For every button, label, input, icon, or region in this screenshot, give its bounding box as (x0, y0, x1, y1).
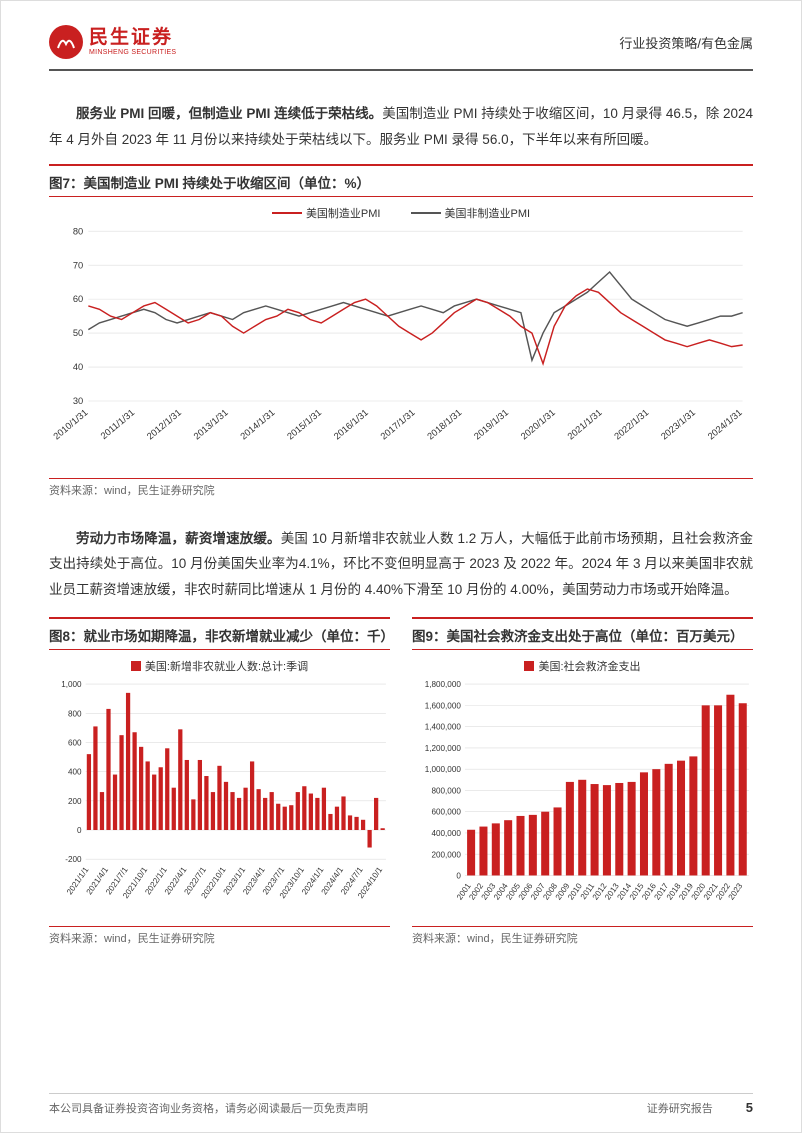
swatch-icon (272, 212, 302, 214)
fig9-title: 图9：美国社会救济金支出处于高位（单位：百万美元） (412, 617, 753, 650)
fig8-legend-item: 美国:新增非农就业人数:总计:季调 (131, 658, 308, 674)
fig7-source: 资料来源：wind，民生证券研究院 (49, 479, 753, 498)
logo-text: 民生证券 MINSHENG SECURITIES (89, 28, 176, 57)
paragraph-2: 劳动力市场降温，薪资增速放缓。美国 10 月新增非农就业人数 1.2 万人，大幅… (49, 526, 753, 603)
figure-8: 图8：就业市场如期降温，非农新增就业减少（单位：千） 美国:新增非农就业人数:总… (49, 617, 390, 946)
fig9-legend: 美国:社会救济金支出 (412, 658, 753, 674)
svg-text:2023: 2023 (727, 881, 745, 901)
svg-text:2015/1/31: 2015/1/31 (285, 408, 323, 442)
svg-text:80: 80 (73, 227, 83, 237)
svg-text:2017/1/31: 2017/1/31 (379, 408, 417, 442)
svg-text:30: 30 (73, 396, 83, 406)
figure-row: 图8：就业市场如期降温，非农新增就业减少（单位：千） 美国:新增非农就业人数:总… (49, 617, 753, 946)
footer-doc-type: 证券研究报告 (647, 1103, 713, 1115)
fig8-source: 资料来源：wind，民生证券研究院 (49, 927, 390, 946)
svg-text:1,800,000: 1,800,000 (425, 680, 462, 689)
svg-text:1,000: 1,000 (61, 680, 82, 689)
fig9-box: 美国:社会救济金支出 0 200,000 400,000 600,000 800,000… (412, 650, 753, 927)
fig9-source: 资料来源：wind，民生证券研究院 (412, 927, 753, 946)
svg-text:800: 800 (68, 709, 82, 718)
fig7-legend-label-1: 美国制造业PMI (306, 205, 381, 221)
page-footer: 本公司具备证券投资咨询业务资格，请务必阅读最后一页免责声明 证券研究报告 5 (49, 1093, 753, 1116)
swatch-icon (524, 661, 534, 671)
fig7-legend-item-1: 美国制造业PMI (272, 205, 381, 221)
svg-text:2018/1/31: 2018/1/31 (425, 408, 463, 442)
svg-text:2019/1/31: 2019/1/31 (472, 408, 510, 442)
company-name-en: MINSHENG SECURITIES (89, 49, 176, 57)
fig7-legend-item-2: 美国非制造业PMI (411, 205, 531, 221)
svg-text:2016/1/31: 2016/1/31 (332, 408, 370, 442)
svg-text:1,400,000: 1,400,000 (425, 722, 462, 731)
svg-text:40: 40 (73, 362, 83, 372)
svg-text:1,200,000: 1,200,000 (425, 744, 462, 753)
svg-text:1,600,000: 1,600,000 (425, 701, 462, 710)
footer-disclaimer: 本公司具备证券投资咨询业务资格，请务必阅读最后一页免责声明 (49, 1100, 368, 1116)
svg-text:60: 60 (73, 295, 83, 305)
svg-text:2022/1/31: 2022/1/31 (612, 408, 650, 442)
header-category: 行业投资策略/有色金属 (619, 33, 753, 52)
para2-lead: 劳动力市场降温，薪资增速放缓。 (76, 531, 281, 546)
fig9-chart: 0 200,000 400,000 600,000 800,000 1,000,000 1,… (412, 678, 753, 922)
fig8-chart: -20002004006008001,0002021/1/12021/4/120… (49, 678, 390, 922)
fig8-box: 美国:新增非农就业人数:总计:季调 -200 0 200 400 600 800 1,000… (49, 650, 390, 927)
page-number: 5 (746, 1100, 753, 1115)
svg-text:2020/1/31: 2020/1/31 (519, 408, 557, 442)
svg-text:200: 200 (68, 797, 82, 806)
svg-text:2013/1/31: 2013/1/31 (192, 408, 230, 442)
svg-text:2024/1/31: 2024/1/31 (706, 408, 744, 442)
svg-text:-200: -200 (65, 855, 82, 864)
logo-block: 民生证券 MINSHENG SECURITIES (49, 25, 176, 59)
svg-text:2021/1/31: 2021/1/31 (566, 408, 604, 442)
fig8-legend: 美国:新增非农就业人数:总计:季调 (49, 658, 390, 674)
svg-text:0: 0 (77, 826, 82, 835)
figure-7: 图7：美国制造业 PMI 持续处于收缩区间（单位：%） 美国制造业PMI 美国非… (49, 164, 753, 497)
swatch-icon (411, 212, 441, 214)
page-header: 民生证券 MINSHENG SECURITIES 行业投资策略/有色金属 (49, 25, 753, 71)
fig9-legend-item: 美国:社会救济金支出 (524, 658, 640, 674)
footer-right: 证券研究报告 5 (647, 1100, 753, 1116)
svg-text:2012/1/31: 2012/1/31 (145, 408, 183, 442)
svg-text:70: 70 (73, 261, 83, 271)
fig8-legend-label: 美国:新增非农就业人数:总计:季调 (145, 658, 308, 674)
fig7-title: 图7：美国制造业 PMI 持续处于收缩区间（单位：%） (49, 164, 753, 197)
swatch-icon (131, 661, 141, 671)
fig7-legend-label-2: 美国非制造业PMI (445, 205, 531, 221)
figure-9: 图9：美国社会救济金支出处于高位（单位：百万美元） 美国:社会救济金支出 0 20… (412, 617, 753, 946)
fig7-legend: 美国制造业PMI 美国非制造业PMI (49, 205, 753, 221)
svg-text:2023/1/31: 2023/1/31 (659, 408, 697, 442)
paragraph-1: 服务业 PMI 回暖，但制造业 PMI 连续低于荣枯线。美国制造业 PMI 持续… (49, 101, 753, 152)
fig7-chart: 30 40 50 60 70 80 2010/1/31 2011/1/312012/1/31 2… (49, 225, 753, 473)
svg-text:200,000: 200,000 (431, 850, 461, 859)
fig8-title: 图8：就业市场如期降温，非农新增就业减少（单位：千） (49, 617, 390, 650)
svg-text:600: 600 (68, 738, 82, 747)
fig7-box: 美国制造业PMI 美国非制造业PMI 30 40 50 60 70 80 2010/1/31… (49, 197, 753, 478)
svg-text:0: 0 (456, 871, 461, 880)
svg-text:600,000: 600,000 (431, 807, 461, 816)
page: 民生证券 MINSHENG SECURITIES 行业投资策略/有色金属 服务业… (0, 0, 802, 1133)
svg-text:400,000: 400,000 (431, 829, 461, 838)
para1-lead: 服务业 PMI 回暖，但制造业 PMI 连续低于荣枯线。 (76, 106, 382, 121)
svg-text:1,000,000: 1,000,000 (425, 765, 462, 774)
svg-text:800,000: 800,000 (431, 786, 461, 795)
logo-icon (49, 25, 83, 59)
svg-text:2014/1/31: 2014/1/31 (238, 408, 276, 442)
svg-text:400: 400 (68, 767, 82, 776)
svg-text:50: 50 (73, 328, 83, 338)
svg-text:2010/1/31: 2010/1/31 (52, 408, 90, 442)
company-name-cn: 民生证券 (89, 28, 176, 49)
svg-text:2011/1/31: 2011/1/31 (99, 408, 137, 442)
fig9-legend-label: 美国:社会救济金支出 (538, 658, 640, 674)
